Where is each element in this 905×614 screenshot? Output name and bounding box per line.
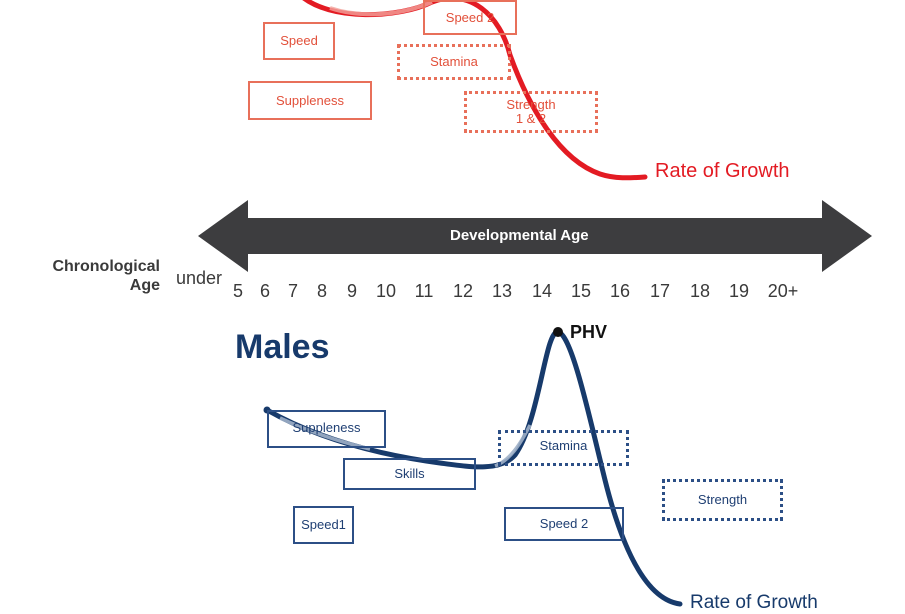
- males-title: Males: [235, 328, 330, 366]
- male-speed1-label: Speed1: [301, 517, 346, 532]
- female-speed-label: Speed: [280, 33, 318, 48]
- female-strength-box: Strength 1 & 2: [464, 91, 598, 133]
- age-tick-label: 5: [232, 281, 244, 301]
- male-strength-box: Strength: [662, 479, 783, 521]
- phv-label: PHV: [570, 322, 608, 342]
- female-speed-box: Speed: [263, 22, 335, 60]
- age-tick-label: 8: [316, 281, 328, 301]
- age-tick-label: 18: [689, 281, 711, 301]
- age-tick-label: 13: [491, 281, 513, 301]
- male-skills-label: Skills: [394, 466, 425, 481]
- age-tick-label: 20+: [767, 281, 799, 301]
- female-suppleness-box: Suppleness: [248, 81, 372, 120]
- female-rate-of-growth-label: Rate of Growth: [655, 160, 790, 182]
- female-stamina-box: Stamina: [397, 44, 511, 80]
- male-skills-box: Skills: [343, 458, 476, 490]
- age-tick-label: 7: [287, 281, 299, 301]
- female-suppleness-label: Suppleness: [276, 92, 344, 108]
- age-tick-label: 19: [728, 281, 750, 301]
- male-growth-curve: [264, 329, 683, 607]
- male-stamina-box: Stamina: [498, 430, 629, 466]
- male-suppleness-box: Suppleness: [267, 410, 386, 448]
- age-tick-label: 12: [452, 281, 474, 301]
- phv-point: [553, 327, 563, 337]
- developmental-age-label: Developmental Age: [450, 227, 589, 244]
- male-strength-label: Strength: [697, 492, 748, 507]
- male-stamina-label: Stamina: [539, 438, 588, 453]
- female-growth-curve-highlight: [329, 0, 433, 17]
- female-stamina-label: Stamina: [430, 54, 478, 69]
- age-tick-label: 14: [531, 281, 553, 301]
- age-tick-label: 10: [375, 281, 397, 301]
- chronological-age-label: Chronological Age: [52, 258, 160, 294]
- male-rate-of-growth-label: Rate of Growth: [690, 592, 818, 613]
- female-speed2-box: Speed 2: [423, 0, 517, 35]
- age-tick-label: 11: [414, 281, 434, 301]
- male-speed2-label: Speed 2: [539, 516, 589, 531]
- male-suppleness-label: Suppleness: [292, 420, 361, 435]
- male-speed1-box: Speed1: [293, 506, 354, 544]
- female-speed2-label: Speed 2: [445, 9, 495, 25]
- male-speed2-box: Speed 2: [504, 507, 624, 541]
- age-tick-label: 16: [609, 281, 631, 301]
- age-tick-label: 15: [570, 281, 592, 301]
- age-tick-label: 6: [259, 281, 271, 301]
- developmental-age-arrow: [198, 200, 872, 272]
- under-label: under: [176, 268, 223, 288]
- age-tick-label: 17: [649, 281, 671, 301]
- age-tick-label: 9: [346, 281, 358, 301]
- female-strength-label: Strength 1 & 2: [506, 97, 556, 126]
